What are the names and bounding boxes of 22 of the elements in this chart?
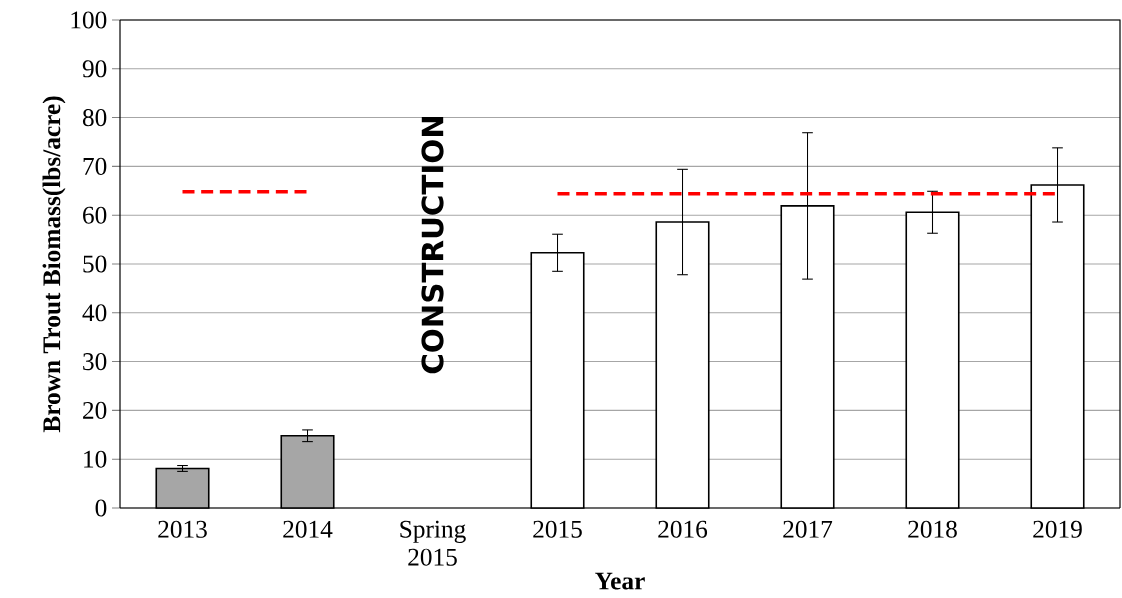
- x-axis-title: Year: [595, 572, 645, 590]
- y-tick-label: 10: [84, 450, 107, 468]
- x-tick-label: 2013: [158, 520, 207, 538]
- y-tick-label: 40: [82, 304, 107, 322]
- y-tick-label: 100: [71, 11, 107, 29]
- y-tick-label: 60: [83, 206, 107, 224]
- x-tick-label: 2014: [283, 520, 333, 538]
- y-tick-label: 20: [83, 401, 107, 419]
- y-tick-label: 90: [82, 60, 107, 78]
- x-tick-label: 2019: [1033, 520, 1082, 538]
- x-tick-label: 2015: [533, 520, 582, 538]
- y-tick-label: 70: [83, 157, 107, 175]
- x-tick-label: Spring 2015: [400, 520, 466, 566]
- annotation: CONSTRUCTION: [421, 116, 444, 374]
- y-axis-title: Brown Trout Biomass(lbs/acre): [42, 96, 66, 433]
- y-tick-label: 30: [83, 353, 107, 371]
- y-tick-label: 50: [83, 255, 107, 273]
- x-tick-label: 2018: [908, 520, 957, 538]
- y-tick-label: 0: [95, 499, 107, 517]
- y-tick-label: 80: [82, 109, 107, 127]
- x-tick-label: 2016: [658, 520, 708, 538]
- x-tick-label: 2017: [783, 520, 833, 538]
